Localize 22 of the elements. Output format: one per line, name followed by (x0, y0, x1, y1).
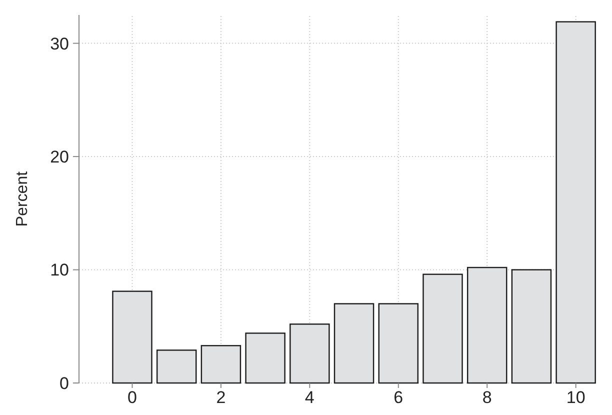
bar (112, 290, 152, 384)
bar (422, 274, 463, 384)
bar (466, 266, 508, 384)
x-tick-label: 6 (394, 388, 404, 407)
bar (245, 332, 286, 384)
bar (290, 324, 330, 384)
x-tick-label: 2 (216, 388, 226, 407)
y-axis-title: Percent (14, 170, 31, 227)
x-tick-label: 8 (482, 388, 492, 407)
y-tick-label: 20 (50, 147, 69, 166)
y-tick-label: 10 (50, 260, 69, 280)
bar (378, 303, 419, 384)
bar (156, 350, 197, 384)
y-tick-label: 30 (50, 34, 69, 54)
bar (511, 269, 552, 384)
x-tick-label: 0 (127, 388, 137, 407)
x-tick-label: 4 (304, 388, 314, 407)
bar (334, 303, 374, 384)
bar (556, 21, 596, 384)
y-tick-label: 0 (60, 374, 69, 393)
bar (200, 345, 242, 384)
x-tick-label: 10 (566, 388, 586, 407)
